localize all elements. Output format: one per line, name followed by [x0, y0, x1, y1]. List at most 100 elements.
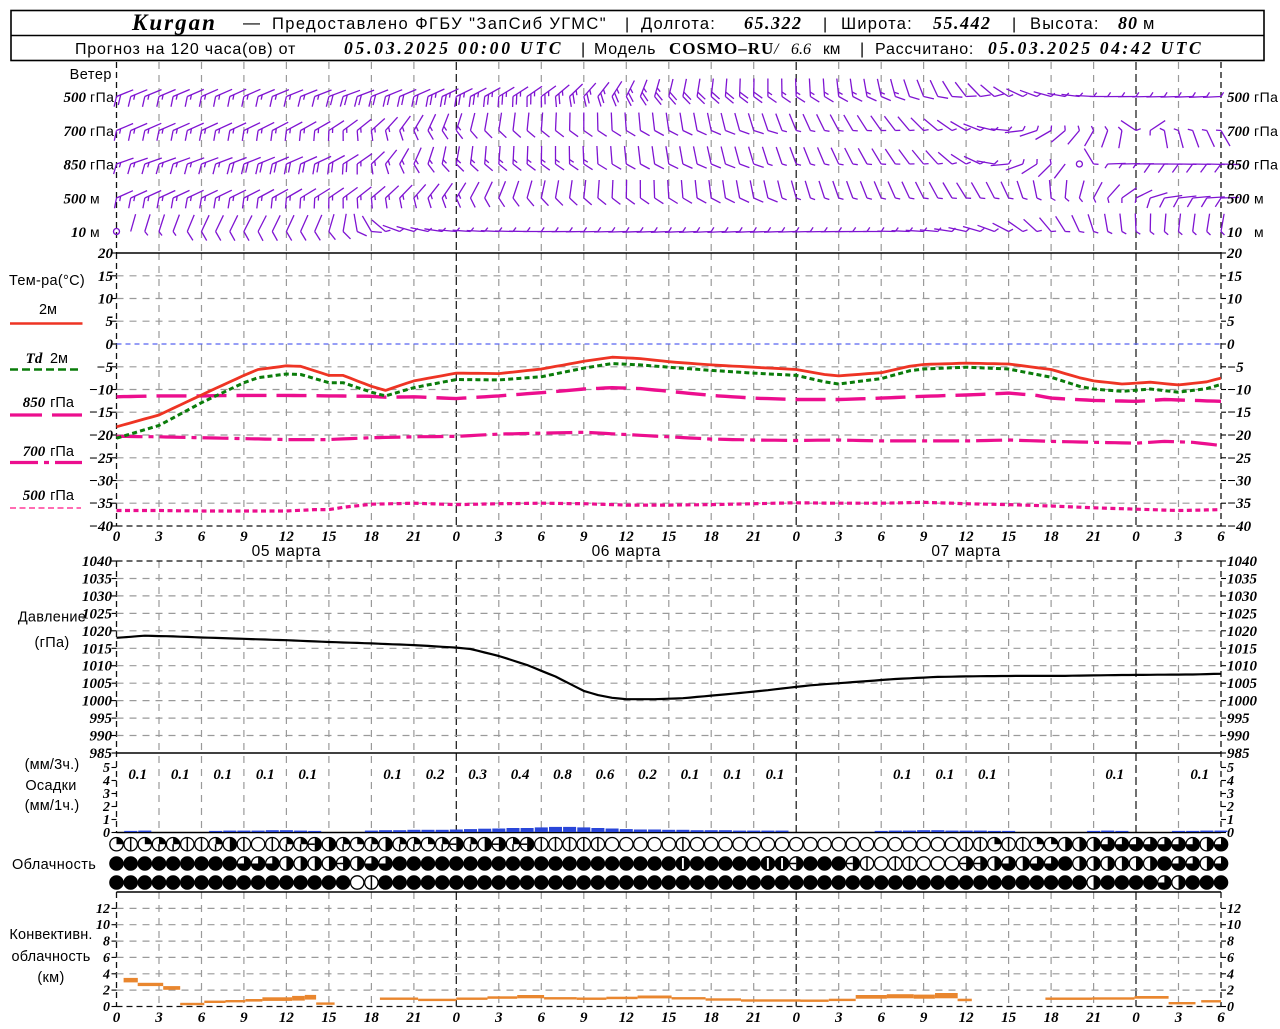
svg-text:3: 3 [1174, 529, 1183, 545]
svg-text:0.1: 0.1 [766, 767, 785, 783]
svg-text:|: | [823, 16, 827, 33]
svg-text:1000: 1000 [82, 694, 113, 710]
svg-text:0: 0 [1132, 1010, 1140, 1024]
svg-text:−5: −5 [1227, 360, 1244, 376]
svg-text:15: 15 [1001, 529, 1017, 545]
svg-text:6: 6 [1217, 529, 1225, 545]
svg-text:21: 21 [745, 529, 761, 545]
svg-text:20: 20 [1226, 246, 1243, 262]
svg-text:0.2: 0.2 [638, 767, 657, 783]
svg-text:м: м [1143, 15, 1154, 33]
svg-text:3: 3 [494, 529, 503, 545]
svg-text:5: 5 [1227, 761, 1234, 776]
svg-text:21: 21 [1085, 529, 1101, 545]
svg-text:0.1: 0.1 [978, 767, 997, 783]
svg-text:20: 20 [97, 246, 114, 262]
svg-text:700: 700 [23, 444, 46, 460]
svg-text:2: 2 [1226, 984, 1234, 999]
svg-text:15: 15 [1227, 269, 1243, 285]
svg-text:0.3: 0.3 [468, 767, 487, 783]
svg-text:10: 10 [96, 918, 110, 933]
svg-text:1: 1 [1227, 813, 1234, 828]
svg-text:65.322: 65.322 [744, 13, 803, 33]
svg-text:990: 990 [1227, 729, 1250, 745]
svg-text:Высота:: Высота: [1030, 15, 1100, 33]
svg-text:−40: −40 [1227, 519, 1252, 535]
svg-text:Облачность: Облачность [12, 857, 96, 873]
svg-text:10: 10 [71, 225, 87, 241]
svg-text:5: 5 [106, 314, 114, 330]
svg-text:6: 6 [198, 529, 206, 545]
svg-text:55.442: 55.442 [933, 13, 992, 33]
svg-text:15: 15 [661, 529, 677, 545]
svg-text:1020: 1020 [1227, 624, 1258, 640]
svg-text:3: 3 [834, 529, 843, 545]
svg-text:гПа: гПа [50, 488, 75, 504]
svg-text:1005: 1005 [82, 676, 113, 692]
svg-text:0.1: 0.1 [383, 767, 402, 783]
svg-text:15: 15 [321, 529, 337, 545]
svg-text:18: 18 [1044, 1010, 1060, 1024]
svg-text:−25: −25 [89, 451, 114, 467]
svg-text:9: 9 [920, 529, 928, 545]
svg-text:4: 4 [1226, 774, 1234, 789]
svg-text:1020: 1020 [82, 624, 113, 640]
svg-text:1035: 1035 [1227, 572, 1258, 588]
svg-text:06 марта: 06 марта [592, 543, 661, 560]
svg-text:COSMO–RU: COSMO–RU [669, 39, 774, 58]
svg-text:985: 985 [1227, 746, 1250, 762]
svg-text:Прогноз на 120 часа(ов) от: Прогноз на 120 часа(ов) от [75, 41, 296, 58]
svg-text:6: 6 [538, 529, 546, 545]
svg-text:0.1: 0.1 [171, 767, 190, 783]
svg-text:2: 2 [1226, 800, 1234, 815]
svg-text:Рассчитано:: Рассчитано: [875, 41, 974, 58]
svg-text:9: 9 [920, 1010, 928, 1024]
svg-text:2м: 2м [39, 302, 57, 318]
svg-text:0.4: 0.4 [511, 767, 530, 783]
svg-text:1005: 1005 [1227, 676, 1258, 692]
svg-text:2м: 2м [50, 351, 68, 367]
svg-text:м: м [1254, 224, 1264, 240]
svg-text:9: 9 [240, 1010, 248, 1024]
svg-text:3: 3 [154, 1010, 163, 1024]
svg-text:облачность: облачность [12, 949, 91, 965]
svg-text:Широта:: Широта: [841, 15, 913, 33]
svg-text:4: 4 [102, 774, 110, 789]
svg-text:м: м [1254, 191, 1264, 207]
svg-text:0.1: 0.1 [936, 767, 955, 783]
svg-text:−30: −30 [89, 474, 114, 490]
svg-text:21: 21 [405, 529, 421, 545]
svg-text:985: 985 [90, 746, 113, 762]
svg-text:гПа: гПа [50, 395, 75, 411]
svg-text:гПа: гПа [50, 444, 75, 460]
svg-text:6: 6 [538, 1010, 546, 1024]
svg-text:990: 990 [90, 729, 113, 745]
svg-text:гПа: гПа [90, 157, 114, 173]
svg-text:15: 15 [1001, 1010, 1017, 1024]
svg-text:6: 6 [198, 1010, 206, 1024]
svg-text:18: 18 [364, 529, 380, 545]
svg-text:0: 0 [792, 529, 800, 545]
svg-text:Td: Td [26, 351, 43, 367]
svg-text:18: 18 [364, 1010, 380, 1024]
svg-text:1030: 1030 [82, 589, 113, 605]
svg-text:12: 12 [619, 1010, 635, 1024]
svg-text:0: 0 [113, 529, 121, 545]
svg-text:15: 15 [661, 1010, 677, 1024]
svg-text:0: 0 [103, 1000, 110, 1015]
svg-text:12: 12 [96, 902, 110, 917]
svg-text:0.1: 0.1 [128, 767, 147, 783]
svg-text:0: 0 [792, 1010, 800, 1024]
svg-text:995: 995 [1227, 711, 1250, 727]
svg-text:Тем-ра(°C): Тем-ра(°C) [9, 273, 85, 289]
svg-text:Осадки: Осадки [25, 778, 76, 794]
svg-text:0.1: 0.1 [681, 767, 700, 783]
svg-text:05.03.2025 04:42 UTC: 05.03.2025 04:42 UTC [988, 38, 1203, 58]
svg-text:1010: 1010 [1227, 659, 1258, 675]
svg-text:|: | [1012, 16, 1016, 33]
svg-text:15: 15 [321, 1010, 337, 1024]
svg-text:0.8: 0.8 [553, 767, 572, 783]
svg-text:1: 1 [103, 813, 110, 828]
svg-text:700: 700 [64, 124, 87, 140]
svg-text:(мм/1ч.): (мм/1ч.) [25, 798, 80, 814]
